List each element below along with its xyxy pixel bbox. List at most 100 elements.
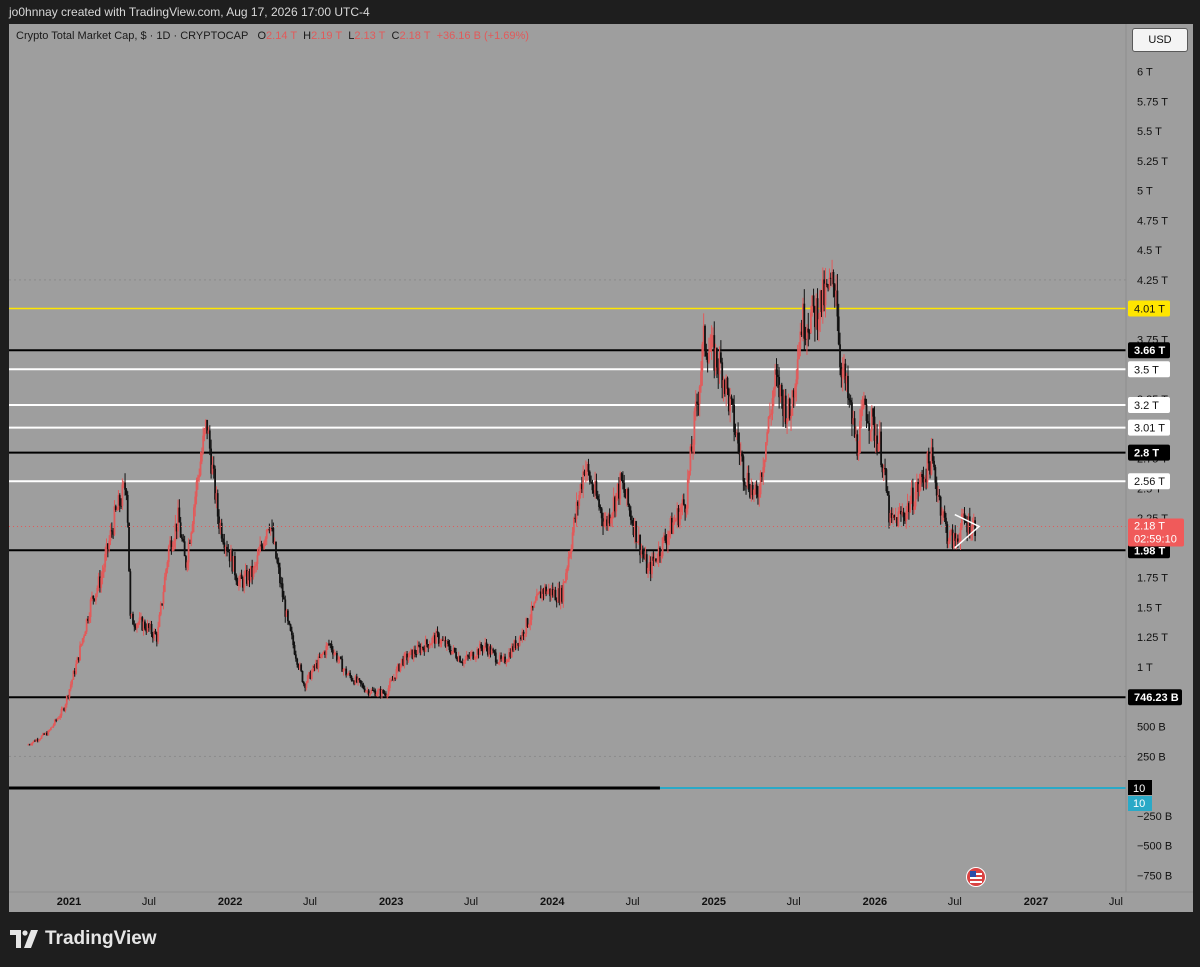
candle-body	[967, 516, 970, 533]
candle-body	[807, 328, 810, 333]
candle-body	[32, 740, 35, 743]
candle-body	[913, 506, 916, 510]
candle-body	[825, 283, 828, 285]
candle-body	[379, 689, 382, 696]
candle-body	[305, 682, 308, 688]
candle-body	[906, 503, 909, 512]
candle-body	[713, 335, 716, 371]
candle-body	[215, 493, 218, 500]
candle-body	[709, 348, 712, 353]
candle-body	[696, 401, 698, 404]
candle-body	[878, 431, 881, 444]
candle-body	[955, 538, 958, 541]
candle-body	[667, 537, 669, 545]
candle-body	[162, 591, 165, 604]
candle-body	[333, 653, 336, 655]
x-tick-label: 2026	[863, 896, 887, 908]
candle-body	[321, 653, 324, 655]
candle-body	[839, 344, 841, 368]
candle-body	[146, 623, 149, 632]
y-tick-label: 1.5 T	[1137, 602, 1162, 614]
candle-body	[482, 646, 485, 652]
candle-body	[50, 727, 52, 730]
candle-body	[550, 589, 553, 597]
candle-body	[610, 518, 612, 524]
candle-body	[88, 617, 91, 621]
candle-body	[779, 384, 782, 398]
candle-body	[629, 510, 632, 521]
candle-body	[576, 501, 579, 506]
candle-body	[325, 645, 328, 655]
candle-body	[306, 675, 309, 683]
level-label-box	[1128, 689, 1182, 706]
candle-body	[336, 652, 338, 661]
us-flag-event-icon[interactable]	[966, 867, 986, 887]
candle-body	[283, 597, 285, 600]
candle-body	[56, 718, 59, 721]
candle-body	[816, 298, 819, 331]
candle-body	[513, 640, 516, 651]
currency-button[interactable]: USD	[1132, 28, 1188, 52]
candle-body	[133, 624, 136, 627]
candle-body	[400, 658, 403, 664]
candle-body	[175, 523, 178, 532]
candle-body	[607, 514, 610, 526]
candle-body	[517, 643, 520, 646]
candle-body	[202, 435, 205, 453]
candle-body	[326, 643, 329, 646]
candle-body	[64, 704, 67, 711]
candle-body	[702, 325, 705, 345]
close-value: 2.18 T	[399, 30, 431, 42]
candle-body	[571, 532, 574, 549]
candle-body	[512, 646, 514, 651]
candle-body	[670, 518, 673, 534]
candle-body	[121, 484, 124, 506]
chart-panel[interactable]	[9, 24, 1193, 912]
candle-body	[631, 520, 634, 524]
candle-body	[641, 550, 644, 555]
candle-body	[467, 655, 469, 657]
candle-body	[144, 621, 146, 629]
candle-body	[71, 679, 73, 685]
candle-body	[580, 484, 583, 490]
candle-body	[239, 574, 242, 582]
candle-body	[861, 406, 864, 410]
candle-body	[243, 574, 246, 588]
candle-body	[782, 396, 785, 417]
candle-body	[603, 521, 606, 526]
candle-body	[110, 530, 113, 532]
candle-body	[717, 367, 720, 375]
candle-body	[419, 646, 422, 653]
candle-body	[441, 639, 444, 641]
candle-body	[764, 442, 767, 460]
candle-body	[898, 510, 901, 512]
candle-body	[194, 496, 197, 508]
candle-body	[208, 430, 211, 449]
tradingview-logo[interactable]: TradingView	[10, 928, 157, 950]
candle-body	[236, 581, 239, 586]
candle-body	[753, 489, 755, 496]
x-tick-label: 2024	[540, 896, 565, 908]
candle-body	[414, 649, 416, 654]
candle-body	[440, 639, 443, 644]
candle-body	[959, 527, 962, 542]
candle-body	[387, 688, 390, 695]
candle-body	[904, 517, 906, 522]
candle-body	[614, 497, 616, 512]
candle-body	[644, 554, 647, 559]
candle-body	[640, 550, 643, 556]
candle-body	[268, 529, 271, 531]
candle-body	[101, 572, 104, 578]
candle-body	[827, 284, 830, 289]
candle-body	[345, 668, 348, 676]
candle-body	[165, 569, 167, 577]
candle-body	[815, 298, 818, 328]
candle-body	[843, 363, 845, 369]
candle-body	[931, 447, 934, 461]
y-tick-label: 250 B	[1137, 751, 1166, 763]
candle-body	[739, 452, 742, 455]
candle-body	[497, 662, 500, 664]
candle-body	[893, 514, 896, 518]
candle-body	[203, 429, 206, 436]
